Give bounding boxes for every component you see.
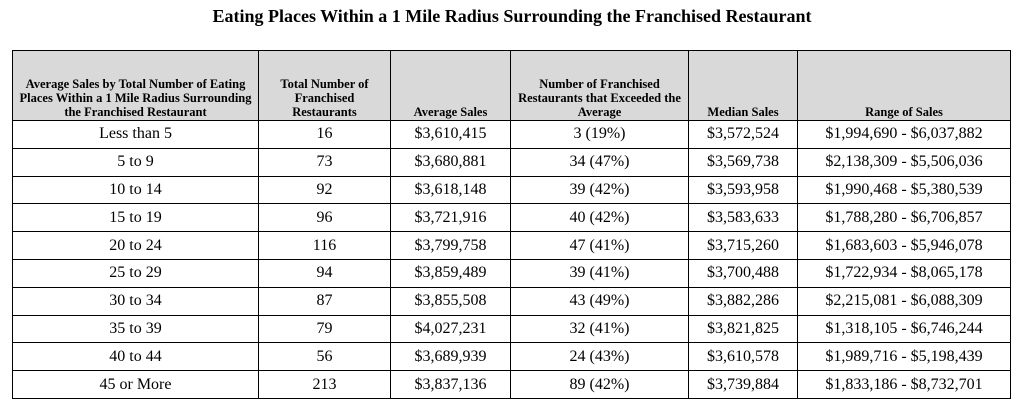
table-cell: $3,610,415 — [390, 120, 511, 149]
table-cell: $3,715,260 — [688, 231, 798, 260]
table-cell: $1,833,186 - $8,732,701 — [797, 370, 1011, 399]
table-cell: $3,859,489 — [390, 258, 511, 288]
table-cell: $3,739,884 — [688, 370, 798, 399]
table-cell: $1,994,690 - $6,037,882 — [797, 120, 1011, 149]
table-cell: 32 (41%) — [510, 314, 689, 344]
column-header: Median Sales — [688, 50, 798, 121]
table-cell: 45 or More — [12, 370, 259, 399]
table-cell: $1,722,934 - $8,065,178 — [797, 258, 1011, 288]
table-cell: 20 to 24 — [12, 231, 259, 260]
table-cell: $1,788,280 - $6,706,857 — [797, 203, 1011, 233]
table-row: 30 to 34 87 $3,855,508 43 (49%) $3,882,286 $2… — [12, 286, 1011, 316]
table-cell: $1,990,468 - $5,380,539 — [797, 175, 1011, 205]
table-cell: 30 to 34 — [12, 286, 259, 316]
table-cell: 25 to 29 — [12, 258, 259, 288]
table-cell: 43 (49%) — [510, 286, 689, 316]
table-cell: 39 (41%) — [510, 258, 689, 288]
column-header: Total Number of Franchised Restaurants — [258, 50, 391, 121]
title: Eating Places Within a 1 Mile Radius Sur… — [212, 6, 812, 26]
table-cell: $1,989,716 - $5,198,439 — [797, 342, 1011, 372]
table-cell: $2,138,309 - $5,506,036 — [797, 147, 1011, 177]
table-cell: 16 — [258, 120, 391, 149]
table-cell: $3,593,958 — [688, 175, 798, 205]
table-cell: 79 — [258, 314, 391, 344]
table-cell: 40 (42%) — [510, 203, 689, 233]
sales-table: Average Sales by Total Number of Eating … — [12, 50, 1011, 399]
table-row: 25 to 29 94 $3,859,489 39 (41%) $3,700,488 $1… — [12, 258, 1011, 288]
table-cell: 35 to 39 — [12, 314, 259, 344]
table-cell: 24 (43%) — [510, 342, 689, 372]
table-row: 35 to 39 79 $4,027,231 32 (41%) $3,821,825 $1… — [12, 314, 1011, 344]
table-cell: 213 — [258, 370, 391, 399]
table-cell: 40 to 44 — [12, 342, 259, 372]
table-cell: 34 (47%) — [510, 147, 689, 177]
table-cell: 73 — [258, 147, 391, 177]
table-cell: $2,215,081 - $6,088,309 — [797, 286, 1011, 316]
table-cell: $3,821,825 — [688, 314, 798, 344]
table-body: Less than 5 16 $3,610,415 3 (19%) $3,572,524… — [12, 120, 1011, 399]
table-cell: $3,721,916 — [390, 203, 511, 233]
table-row: 10 to 14 92 $3,618,148 39 (42%) $3,593,958 $1… — [12, 175, 1011, 205]
table-cell: 56 — [258, 342, 391, 372]
table-cell: $3,572,524 — [688, 120, 798, 149]
table-cell: $3,855,508 — [390, 286, 511, 316]
table-cell: 116 — [258, 231, 391, 260]
table-cell: $3,569,738 — [688, 147, 798, 177]
table-cell: 15 to 19 — [12, 203, 259, 233]
table-cell: 10 to 14 — [12, 175, 259, 205]
table-cell: 3 (19%) — [510, 120, 689, 149]
table-row: Less than 5 16 $3,610,415 3 (19%) $3,572,524… — [12, 120, 1011, 149]
table-cell: 92 — [258, 175, 391, 205]
table-cell: 94 — [258, 258, 391, 288]
table-cell: 87 — [258, 286, 391, 316]
column-header: Average Sales — [390, 50, 511, 121]
table-cell: $3,680,881 — [390, 147, 511, 177]
table-row: 15 to 19 96 $3,721,916 40 (42%) $3,583,633 $1… — [12, 203, 1011, 233]
table-cell: $3,583,633 — [688, 203, 798, 233]
table-cell: $3,618,148 — [390, 175, 511, 205]
column-header: Range of Sales — [797, 50, 1011, 121]
table-cell: $3,882,286 — [688, 286, 798, 316]
table-row: 20 to 24 116 $3,799,758 47 (41%) $3,715,260 $… — [12, 231, 1011, 260]
table-cell: $1,318,105 - $6,746,244 — [797, 314, 1011, 344]
column-header: Number of Franchised Restaurants that Ex… — [510, 50, 689, 121]
table-cell: $1,683,603 - $5,946,078 — [797, 231, 1011, 260]
table-cell: $3,799,758 — [390, 231, 511, 260]
column-header: Average Sales by Total Number of Eating … — [12, 50, 259, 121]
header-row: Average Sales by Total Number of Eating … — [12, 50, 1011, 121]
table-row: 40 to 44 56 $3,689,939 24 (43%) $3,610,578 $1… — [12, 342, 1011, 372]
table-row: 45 or More 213 $3,837,136 89 (42%) $3,739,88… — [12, 370, 1011, 399]
table-cell: Less than 5 — [12, 120, 259, 149]
table-cell: 39 (42%) — [510, 175, 689, 205]
table-cell: 5 to 9 — [12, 147, 259, 177]
table-cell: $3,837,136 — [390, 370, 511, 399]
table-cell: $4,027,231 — [390, 314, 511, 344]
table-cell: $3,610,578 — [688, 342, 798, 372]
table-cell: $3,689,939 — [390, 342, 511, 372]
table-cell: 89 (42%) — [510, 370, 689, 399]
table-cell: 47 (41%) — [510, 231, 689, 260]
table-row: 5 to 9 73 $3,680,881 34 (47%) $3,569,738 $2,1… — [12, 147, 1011, 177]
table-cell: $3,700,488 — [688, 258, 798, 288]
table-cell: 96 — [258, 203, 391, 233]
